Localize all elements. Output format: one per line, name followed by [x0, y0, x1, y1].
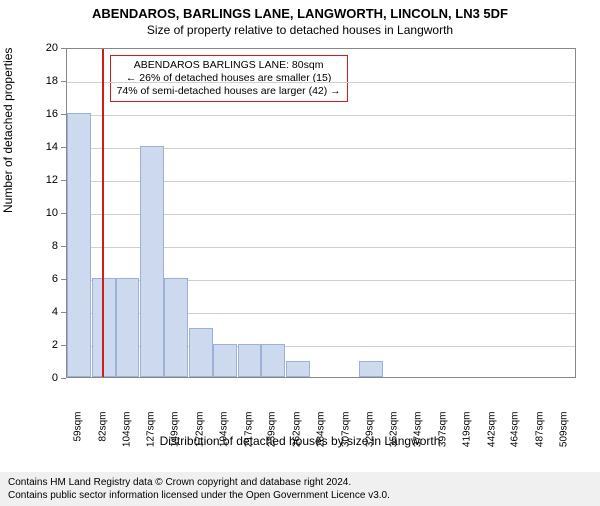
xtick-label: 464sqm — [510, 412, 521, 462]
annotation-line-3: 74% of semi-detached houses are larger (… — [117, 85, 341, 98]
xtick-label: 329sqm — [364, 412, 375, 462]
ytick-label: 0 — [0, 372, 58, 384]
ytick-mark — [61, 48, 66, 49]
ytick-label: 10 — [0, 207, 58, 219]
xtick-label: 442sqm — [486, 412, 497, 462]
histogram-bar — [140, 146, 164, 377]
footer: Contains HM Land Registry data © Crown c… — [0, 472, 600, 506]
histogram-bar — [92, 278, 116, 377]
annotation-box: ABENDAROS BARLINGS LANE: 80sqm ← 26% of … — [110, 55, 348, 102]
xtick-label: 217sqm — [243, 412, 254, 462]
ytick-mark — [61, 114, 66, 115]
gridline — [67, 82, 575, 83]
ytick-label: 12 — [0, 174, 58, 186]
footer-line-2: Contains public sector information licen… — [8, 489, 592, 502]
marker-line — [102, 49, 104, 377]
y-axis-title: Number of detached properties — [1, 48, 15, 213]
xtick-label: 374sqm — [413, 412, 424, 462]
histogram-bar — [238, 344, 262, 377]
xtick-label: 419sqm — [461, 412, 472, 462]
gridline — [67, 115, 575, 116]
xtick-label: 172sqm — [194, 412, 205, 462]
ytick-label: 20 — [0, 42, 58, 54]
ytick-mark — [61, 378, 66, 379]
histogram-bar — [286, 361, 310, 378]
histogram-bar — [67, 113, 91, 377]
xtick-label: 194sqm — [218, 412, 229, 462]
plot-area: ABENDAROS BARLINGS LANE: 80sqm ← 26% of … — [66, 48, 576, 378]
ytick-label: 14 — [0, 141, 58, 153]
histogram-bar — [261, 344, 285, 377]
ytick-label: 16 — [0, 108, 58, 120]
xtick-label: 397sqm — [438, 412, 449, 462]
ytick-label: 18 — [0, 75, 58, 87]
ytick-label: 4 — [0, 306, 58, 318]
annotation-line-1: ABENDAROS BARLINGS LANE: 80sqm — [117, 59, 341, 72]
chart-container: { "titles": { "main": "ABENDAROS, BARLIN… — [0, 6, 600, 506]
ytick-mark — [61, 279, 66, 280]
histogram-bar — [189, 328, 213, 378]
xtick-label: 82sqm — [97, 412, 108, 462]
xtick-label: 104sqm — [121, 412, 132, 462]
xtick-label: 262sqm — [292, 412, 303, 462]
ytick-mark — [61, 312, 66, 313]
histogram-bar — [116, 278, 140, 377]
xtick-label: 239sqm — [267, 412, 278, 462]
ytick-mark — [61, 180, 66, 181]
ytick-mark — [61, 81, 66, 82]
chart-title-sub: Size of property relative to detached ho… — [0, 23, 600, 37]
histogram-bar — [213, 344, 237, 377]
chart-title-main: ABENDAROS, BARLINGS LANE, LANGWORTH, LIN… — [0, 6, 600, 21]
xtick-label: 352sqm — [389, 412, 400, 462]
xtick-label: 284sqm — [316, 412, 327, 462]
ytick-mark — [61, 213, 66, 214]
footer-line-1: Contains HM Land Registry data © Crown c… — [8, 476, 592, 489]
ytick-label: 2 — [0, 339, 58, 351]
xtick-label: 127sqm — [146, 412, 157, 462]
xtick-label: 59sqm — [72, 412, 83, 462]
histogram-bar — [164, 278, 188, 377]
ytick-mark — [61, 246, 66, 247]
xtick-label: 307sqm — [340, 412, 351, 462]
histogram-bar — [359, 361, 383, 378]
xtick-label: 509sqm — [559, 412, 570, 462]
ytick-mark — [61, 345, 66, 346]
ytick-label: 6 — [0, 273, 58, 285]
xtick-label: 149sqm — [170, 412, 181, 462]
xtick-label: 487sqm — [535, 412, 546, 462]
ytick-label: 8 — [0, 240, 58, 252]
ytick-mark — [61, 147, 66, 148]
annotation-line-2: ← 26% of detached houses are smaller (15… — [117, 72, 341, 85]
